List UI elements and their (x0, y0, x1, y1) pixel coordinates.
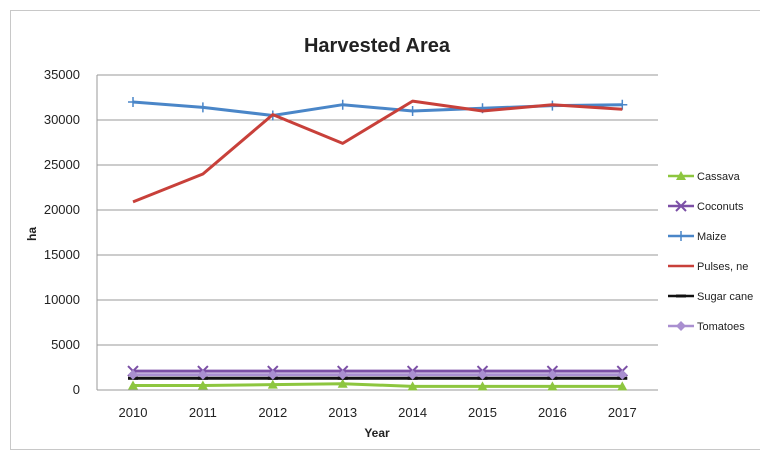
legend-item: Tomatoes (668, 321, 745, 333)
y-tick-label: 25000 (44, 157, 80, 172)
data-point (477, 381, 488, 391)
y-tick-label: 20000 (44, 202, 80, 217)
series-pulses-ne (132, 99, 623, 204)
legend-marker (675, 200, 687, 212)
legend-label: Pulses, ne (697, 261, 748, 273)
legend-label: Sugar cane (697, 291, 753, 303)
series-cassava (128, 378, 628, 391)
data-point (547, 369, 558, 380)
y-tick-label: 5000 (51, 337, 80, 352)
series-tomatoes (128, 369, 628, 380)
legend-item: Cassava (668, 171, 741, 183)
y-tick-label: 30000 (44, 112, 80, 127)
legend-label: Cassava (697, 171, 741, 183)
data-point (128, 380, 138, 390)
x-tick-label: 2015 (468, 405, 497, 420)
data-point (197, 380, 208, 390)
data-point (128, 369, 138, 380)
grid-lines (96, 74, 658, 391)
x-tick-label: 2014 (398, 405, 427, 420)
data-point (407, 381, 418, 391)
y-tick-label: 0 (73, 382, 80, 397)
legend-item: Pulses, ne (668, 261, 748, 273)
legend-item: Sugar cane (668, 291, 753, 303)
series-line (132, 99, 623, 204)
y-tick-label: 10000 (44, 292, 80, 307)
legend: Cassava Coconuts Maize Pulses, ne Sugar cane… (668, 171, 753, 333)
legend-label: Coconuts (697, 201, 744, 213)
chart-title: Harvested Area (304, 35, 451, 57)
legend-marker (676, 171, 686, 180)
y-axis-title: ha (25, 227, 39, 241)
data-point (267, 369, 278, 380)
legend-marker (676, 231, 686, 241)
legend-marker (676, 321, 686, 331)
data-point (337, 378, 348, 388)
y-tick-labels: 0 5000 10000 15000 20000 25000 30000 35000 (44, 67, 80, 397)
x-tick-label: 2013 (328, 405, 357, 420)
data-point (197, 102, 208, 113)
series-line (133, 382, 623, 388)
x-axis-title: Year (364, 426, 390, 440)
x-tick-label: 2011 (189, 405, 217, 420)
y-tick-label: 35000 (44, 67, 80, 82)
data-point (197, 369, 208, 380)
x-tick-labels: 2010 2011 2012 2013 2014 2015 2016 2017 (119, 405, 637, 420)
x-tick-label: 2017 (608, 405, 637, 420)
data-point (407, 369, 418, 380)
x-tick-label: 2010 (119, 405, 148, 420)
legend-item: Coconuts (668, 200, 744, 213)
data-point (128, 97, 138, 107)
series-lines (127, 97, 629, 391)
legend-label: Tomatoes (697, 321, 745, 333)
data-point (407, 106, 418, 116)
data-point (337, 99, 348, 110)
series-maize (128, 97, 628, 121)
x-tick-label: 2012 (258, 405, 287, 420)
data-point (477, 369, 488, 380)
data-point (267, 379, 278, 389)
data-point (547, 381, 558, 391)
x-tick-label: 2016 (538, 405, 567, 420)
data-point (337, 369, 348, 380)
legend-label: Maize (697, 231, 726, 243)
legend-item: Maize (668, 231, 726, 243)
data-point (617, 369, 628, 380)
y-tick-label: 15000 (44, 247, 80, 262)
data-point (617, 381, 628, 391)
